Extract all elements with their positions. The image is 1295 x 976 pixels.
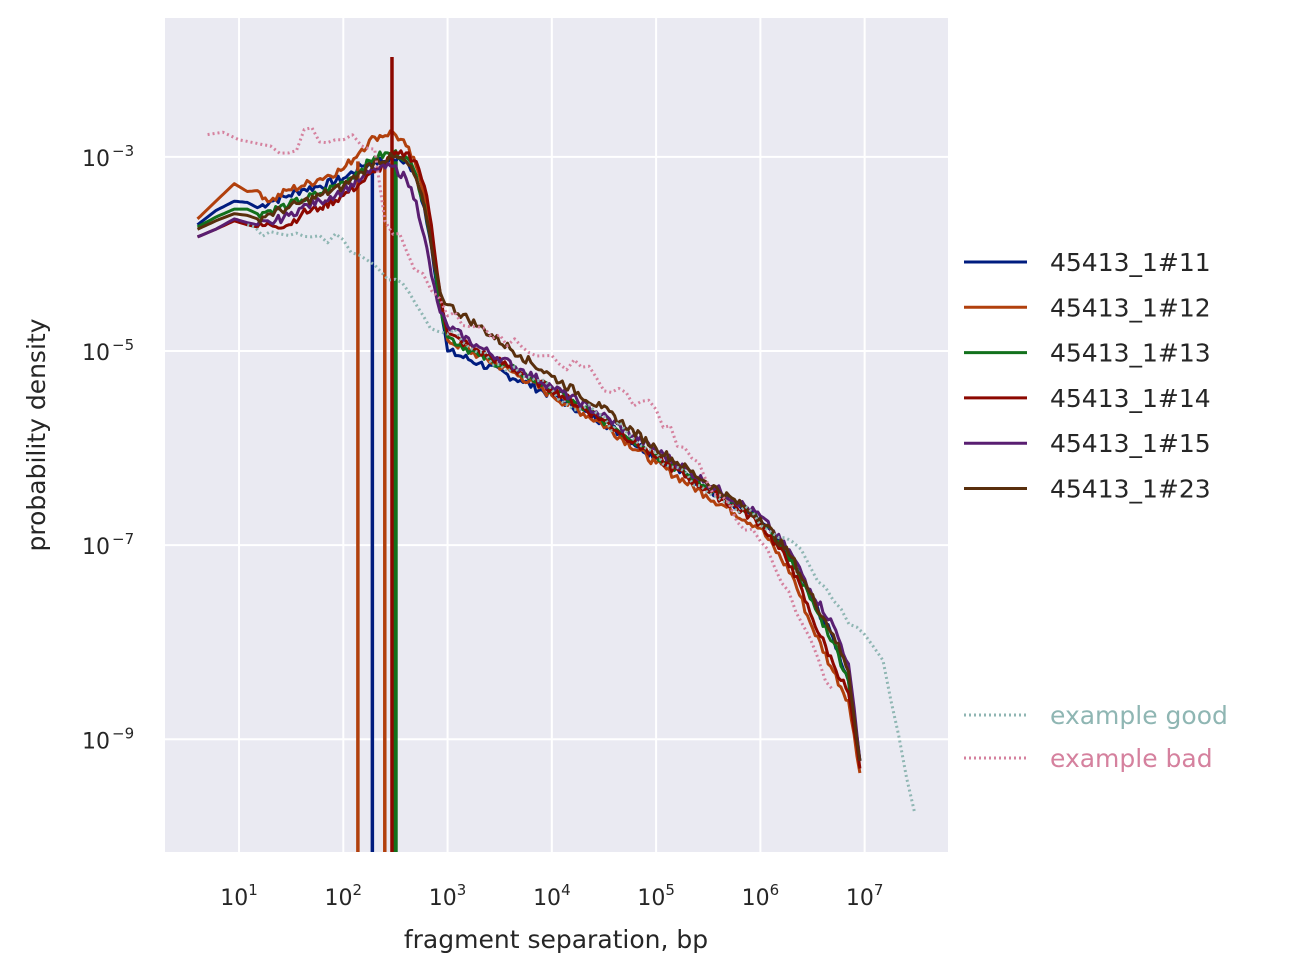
legend-label: example good (1050, 701, 1228, 730)
x-tick-label: 102 (325, 881, 363, 911)
x-tick-label: 103 (429, 881, 467, 911)
plot-area (165, 18, 948, 852)
x-tick-labels: 101 102 103 104 105 106 107 (220, 881, 883, 911)
y-tick-label: 10 −5 (82, 336, 134, 366)
legend: 45413_1#11 45413_1#12 45413_1#13 45413_1#14… (964, 248, 1228, 773)
legend-label: 45413_1#14 (1050, 384, 1211, 413)
legend-label: 45413_1#23 (1050, 475, 1211, 504)
x-tick-label: 106 (742, 881, 780, 911)
series-line-7 (207, 126, 835, 692)
series-line-5 (196, 151, 862, 762)
y-tick-labels: 10−3 10−5 10−7 10−9 (82, 142, 134, 754)
legend-label: 45413_1#13 (1050, 339, 1211, 368)
y-axis-label: probability density (22, 318, 51, 551)
legend-label: 45413_1#11 (1050, 248, 1211, 277)
y-tick-label: 10 −9 (82, 724, 134, 754)
legend-label: 45413_1#12 (1050, 293, 1211, 322)
x-tick-label: 107 (846, 881, 884, 911)
x-tick-label: 101 (220, 881, 258, 911)
series-line-6 (246, 223, 916, 812)
x-tick-label: 104 (533, 881, 571, 911)
series-line-1 (196, 129, 862, 774)
legend-label: 45413_1#15 (1050, 429, 1211, 458)
series-lines (196, 57, 916, 852)
y-tick-label: 10 −7 (82, 530, 134, 560)
x-tick-label: 105 (637, 881, 675, 911)
legend-label: example bad (1050, 744, 1213, 773)
gridlines (165, 18, 948, 852)
y-tick-label: 10 −3 (82, 142, 134, 172)
x-axis-label: fragment separation, bp (404, 925, 708, 954)
